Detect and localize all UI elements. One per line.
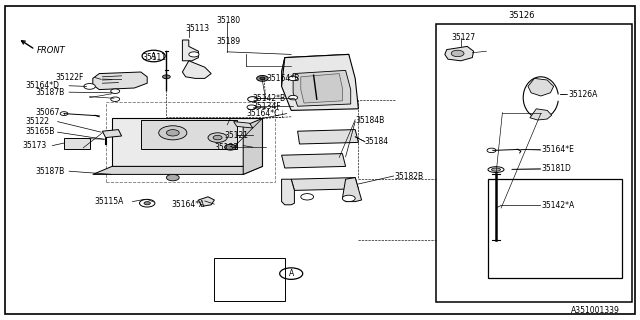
Polygon shape: [112, 118, 262, 166]
Circle shape: [225, 144, 236, 150]
Polygon shape: [198, 197, 214, 206]
Text: 35164*A: 35164*A: [172, 200, 205, 209]
Polygon shape: [282, 154, 346, 168]
Polygon shape: [282, 54, 349, 72]
Circle shape: [60, 112, 68, 116]
Text: 35165B: 35165B: [26, 127, 55, 136]
Polygon shape: [342, 178, 362, 202]
Polygon shape: [301, 74, 342, 103]
Bar: [214, 258, 285, 301]
Text: 35182B: 35182B: [395, 172, 424, 180]
Circle shape: [260, 77, 265, 80]
Text: 35113: 35113: [186, 24, 210, 33]
Polygon shape: [243, 118, 262, 174]
Circle shape: [111, 97, 120, 101]
Polygon shape: [93, 72, 147, 90]
Circle shape: [342, 195, 355, 202]
Circle shape: [159, 126, 187, 140]
Bar: [106, 102, 275, 182]
Bar: [436, 24, 632, 302]
Text: 35067: 35067: [35, 108, 60, 117]
Text: 35180: 35180: [216, 16, 241, 25]
Circle shape: [289, 95, 298, 100]
Text: 35142*B: 35142*B: [253, 94, 286, 103]
Text: 35134F: 35134F: [253, 102, 282, 111]
Text: 35111: 35111: [142, 53, 166, 62]
Text: 35126A: 35126A: [568, 90, 598, 99]
Text: 35164*E: 35164*E: [541, 145, 574, 154]
Text: 35187B: 35187B: [35, 167, 65, 176]
Text: 35121: 35121: [224, 131, 248, 140]
Text: 35126: 35126: [508, 11, 535, 20]
Polygon shape: [102, 130, 122, 138]
Polygon shape: [528, 78, 554, 96]
Polygon shape: [298, 130, 358, 144]
Circle shape: [248, 97, 258, 102]
Polygon shape: [282, 179, 294, 205]
Circle shape: [289, 76, 298, 81]
Polygon shape: [291, 178, 358, 190]
Circle shape: [166, 130, 179, 136]
Text: 35164*C: 35164*C: [246, 109, 280, 118]
Circle shape: [247, 105, 256, 109]
Text: 35137: 35137: [214, 143, 239, 152]
Polygon shape: [530, 109, 552, 120]
Text: 35127: 35127: [451, 33, 476, 42]
Text: 35184B: 35184B: [355, 116, 385, 125]
Polygon shape: [445, 46, 474, 61]
Circle shape: [301, 194, 314, 200]
Circle shape: [213, 135, 222, 140]
Polygon shape: [282, 54, 358, 110]
Text: 35142*A: 35142*A: [541, 201, 575, 210]
Circle shape: [144, 202, 150, 205]
Polygon shape: [182, 61, 211, 78]
Text: 35184: 35184: [365, 137, 389, 146]
Circle shape: [257, 76, 268, 81]
Ellipse shape: [488, 167, 504, 172]
Text: FRONT: FRONT: [37, 46, 66, 55]
Circle shape: [111, 89, 120, 93]
Text: 35187B: 35187B: [35, 88, 65, 97]
Circle shape: [163, 75, 170, 79]
Text: A: A: [151, 52, 156, 60]
Text: 35189: 35189: [216, 37, 241, 46]
Ellipse shape: [492, 168, 500, 171]
Text: 35122F: 35122F: [56, 73, 84, 82]
Polygon shape: [93, 166, 262, 174]
Text: 35164*D: 35164*D: [26, 81, 60, 90]
Circle shape: [487, 148, 496, 153]
Text: A: A: [289, 269, 294, 278]
Text: 35173: 35173: [22, 141, 47, 150]
Polygon shape: [141, 120, 237, 149]
Circle shape: [189, 52, 199, 57]
Text: 35122: 35122: [26, 117, 50, 126]
Text: 35181D: 35181D: [541, 164, 572, 173]
Circle shape: [208, 133, 227, 142]
Circle shape: [84, 84, 95, 89]
Text: 35164*B: 35164*B: [266, 74, 300, 83]
Polygon shape: [234, 122, 253, 128]
Polygon shape: [282, 58, 285, 86]
Text: 35115A: 35115A: [95, 197, 124, 206]
Circle shape: [166, 174, 179, 181]
Circle shape: [451, 50, 464, 57]
Polygon shape: [182, 40, 198, 61]
Polygon shape: [293, 70, 351, 106]
Bar: [488, 179, 622, 278]
Text: A351001339: A351001339: [571, 306, 620, 315]
Bar: [64, 138, 90, 149]
Circle shape: [140, 199, 155, 207]
